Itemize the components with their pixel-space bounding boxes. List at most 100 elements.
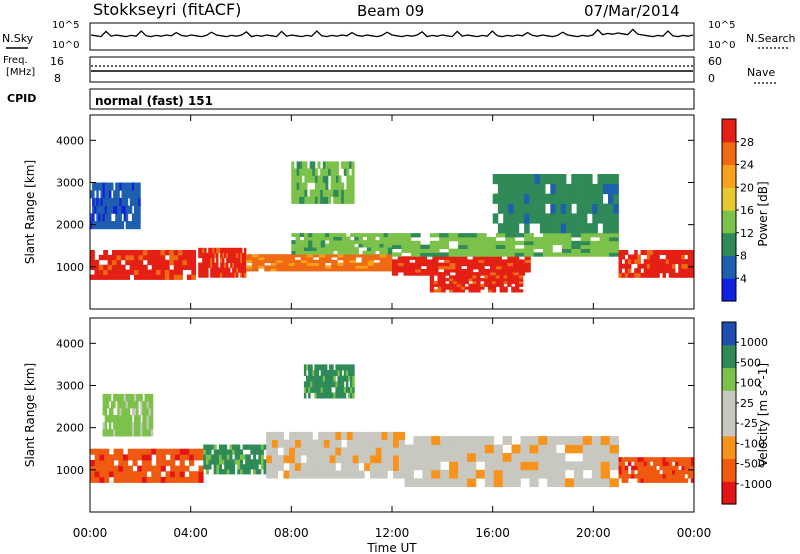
heatmap-cell bbox=[354, 233, 359, 237]
heatmap-cell bbox=[458, 233, 468, 238]
heatmap-cell bbox=[429, 248, 440, 253]
heatmap-cell bbox=[323, 447, 330, 456]
heatmap-cell bbox=[529, 193, 535, 204]
heatmap-cell bbox=[294, 175, 297, 183]
heatmap-cell bbox=[634, 457, 638, 462]
heatmap-cell bbox=[653, 250, 657, 255]
heatmap-cell bbox=[127, 465, 133, 472]
x-tick-label: 20:00 bbox=[576, 526, 611, 540]
heatmap-cell bbox=[291, 189, 295, 197]
heatmap-cell bbox=[291, 243, 296, 248]
heatmap-cell bbox=[117, 429, 120, 437]
heatmap-cell bbox=[148, 393, 152, 402]
heatmap-cell bbox=[495, 240, 506, 246]
heatmap-cell bbox=[345, 370, 349, 376]
heatmap-cell bbox=[226, 464, 230, 470]
heatmap-cell bbox=[345, 243, 351, 248]
heatmap-cell bbox=[335, 364, 338, 371]
heatmap-cell bbox=[621, 250, 626, 255]
heatmap-cell bbox=[108, 471, 114, 478]
heatmap-cell bbox=[476, 244, 487, 249]
heatmap-cell bbox=[445, 278, 450, 282]
heatmap-cell bbox=[156, 274, 161, 280]
heatmap-cell bbox=[314, 182, 318, 190]
heatmap-cell bbox=[668, 250, 673, 255]
heatmap-cell bbox=[681, 268, 685, 274]
heatmap-cell bbox=[401, 233, 412, 238]
heatmap-cell bbox=[335, 189, 339, 197]
heatmap-cell bbox=[319, 265, 326, 269]
heatmap-cell bbox=[539, 193, 546, 204]
heatmap-cell bbox=[484, 283, 489, 287]
heatmap-cell bbox=[138, 190, 141, 199]
heatmap-cell bbox=[330, 175, 334, 183]
heatmap-cell bbox=[339, 381, 343, 388]
heatmap-cell bbox=[106, 190, 110, 199]
heatmap-cell bbox=[529, 213, 535, 224]
heatmap-cell bbox=[690, 254, 695, 260]
heatmap-cell bbox=[108, 415, 112, 423]
heatmap-cell bbox=[310, 364, 313, 371]
heatmap-cell bbox=[346, 439, 354, 448]
heatmap-cell bbox=[264, 254, 271, 258]
heatmap-cell bbox=[329, 462, 336, 471]
y-tick-label: 3000 bbox=[56, 176, 84, 189]
heatmap-cell bbox=[242, 464, 246, 470]
heatmap-cell bbox=[675, 250, 679, 255]
heatmap-cell bbox=[295, 439, 302, 448]
heatmap-cell bbox=[202, 272, 205, 278]
heatmap-cell bbox=[160, 269, 166, 275]
heatmap-cell bbox=[295, 431, 302, 440]
heatmap-cell bbox=[96, 197, 99, 206]
heatmap-cell bbox=[346, 470, 354, 479]
heatmap-cell bbox=[258, 259, 265, 263]
heatmap-cell bbox=[529, 469, 539, 479]
heatmap-cell bbox=[393, 470, 400, 479]
heatmap-cell bbox=[375, 447, 382, 456]
heatmap-cell bbox=[507, 268, 514, 273]
heatmap-cell bbox=[397, 259, 404, 263]
heatmap-cell bbox=[545, 213, 551, 224]
heatmap-cell bbox=[490, 268, 497, 273]
heatmap-cell bbox=[108, 221, 112, 230]
heatmap-cell bbox=[102, 213, 106, 222]
heatmap-cell bbox=[687, 272, 692, 278]
heatmap-cell bbox=[362, 250, 368, 255]
heatmap-cell bbox=[104, 400, 108, 409]
heatmap-cell bbox=[90, 213, 93, 222]
heatmap-cell bbox=[455, 262, 462, 267]
colorbar-tick-label: -500 bbox=[740, 458, 765, 471]
heatmap-cell bbox=[108, 465, 114, 472]
heatmap-cell bbox=[618, 465, 622, 471]
heatmap-cell bbox=[337, 236, 343, 241]
heatmap-cell bbox=[303, 392, 307, 399]
colorbar-tick-label: -1000 bbox=[740, 478, 772, 491]
heatmap-cell bbox=[375, 470, 382, 479]
heatmap-cell bbox=[213, 454, 217, 460]
heatmap-cell bbox=[102, 190, 106, 199]
heatmap-cell bbox=[518, 213, 525, 224]
heatmap-cell bbox=[191, 254, 197, 261]
heatmap-cell bbox=[106, 182, 110, 191]
heatmap-cell bbox=[140, 393, 143, 402]
heatmap-cell bbox=[324, 236, 330, 241]
heatmap-cell bbox=[392, 240, 402, 246]
heatmap-cell bbox=[119, 221, 122, 230]
heatmap-cell bbox=[337, 247, 343, 251]
heatmap-cell bbox=[592, 223, 598, 234]
heatmap-cell bbox=[333, 196, 337, 204]
heatmap-cell bbox=[271, 455, 279, 464]
heatmap-cell bbox=[191, 250, 197, 256]
heatmap-cell bbox=[351, 168, 355, 176]
nave-tick-top: 60 bbox=[708, 55, 722, 68]
heatmap-cell bbox=[627, 268, 632, 274]
heatmap-cell bbox=[627, 457, 632, 462]
heatmap-cell bbox=[318, 455, 325, 464]
heatmap-cell bbox=[529, 444, 539, 454]
heatmap-cell bbox=[502, 469, 512, 479]
heatmap-cell bbox=[543, 248, 553, 253]
heatmap-cell bbox=[169, 254, 175, 261]
heatmap-cell bbox=[480, 286, 485, 290]
heatmap-cell bbox=[99, 454, 105, 461]
cpid-text: normal (fast) 151 bbox=[95, 94, 213, 108]
